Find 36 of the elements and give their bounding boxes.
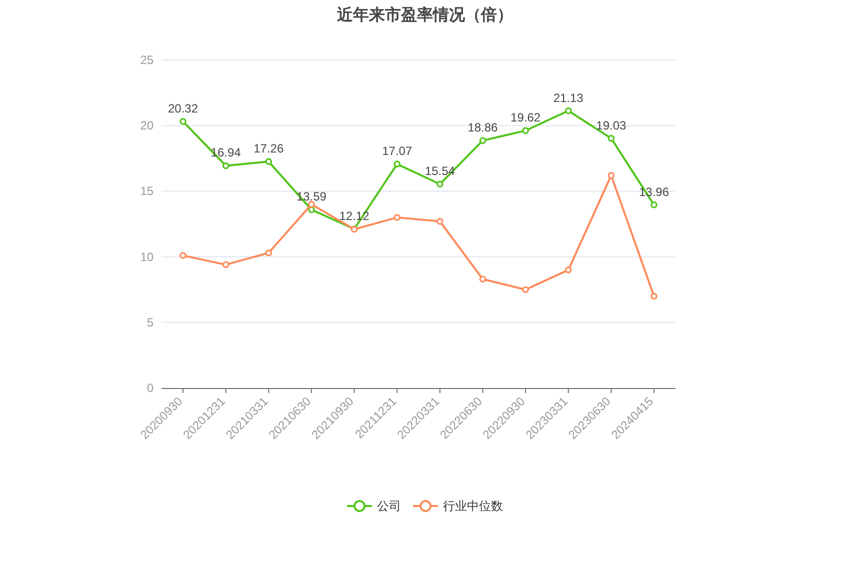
point: [479, 137, 486, 144]
point: [522, 127, 529, 134]
point: [479, 276, 486, 283]
data-label: 17.07: [382, 144, 412, 158]
point: [650, 201, 658, 208]
point: [650, 292, 658, 300]
ytick-label: 10: [140, 250, 154, 264]
point: [522, 286, 529, 293]
point: [394, 214, 400, 221]
data-label: 19.03: [596, 118, 626, 132]
point: [564, 107, 572, 114]
data-label: 21.13: [553, 90, 584, 105]
point: [436, 218, 444, 225]
legend-label: 行业中位数: [443, 499, 503, 513]
point: [436, 180, 444, 188]
data-label: 20.32: [168, 101, 198, 116]
data-label: 18.86: [468, 120, 498, 135]
point: [608, 134, 615, 142]
ytick-label: 0: [146, 381, 154, 395]
data-label: 19.62: [510, 110, 541, 125]
title: 近年来市盈率情况（倍）: [337, 7, 513, 24]
ytick-label: 20: [140, 118, 154, 133]
point: [564, 266, 572, 274]
point: [180, 118, 186, 125]
ytick-label: 5: [146, 315, 154, 330]
data-label: 17.26: [254, 142, 284, 156]
point: [265, 158, 272, 165]
point: [222, 162, 230, 170]
legend-label: 公司: [377, 499, 401, 513]
ytick-label: 15: [140, 184, 154, 198]
ytick-label: 25: [140, 53, 154, 67]
point: [222, 261, 230, 268]
point: [608, 172, 615, 179]
point: [180, 252, 186, 259]
point: [265, 249, 272, 256]
point: [394, 160, 400, 168]
